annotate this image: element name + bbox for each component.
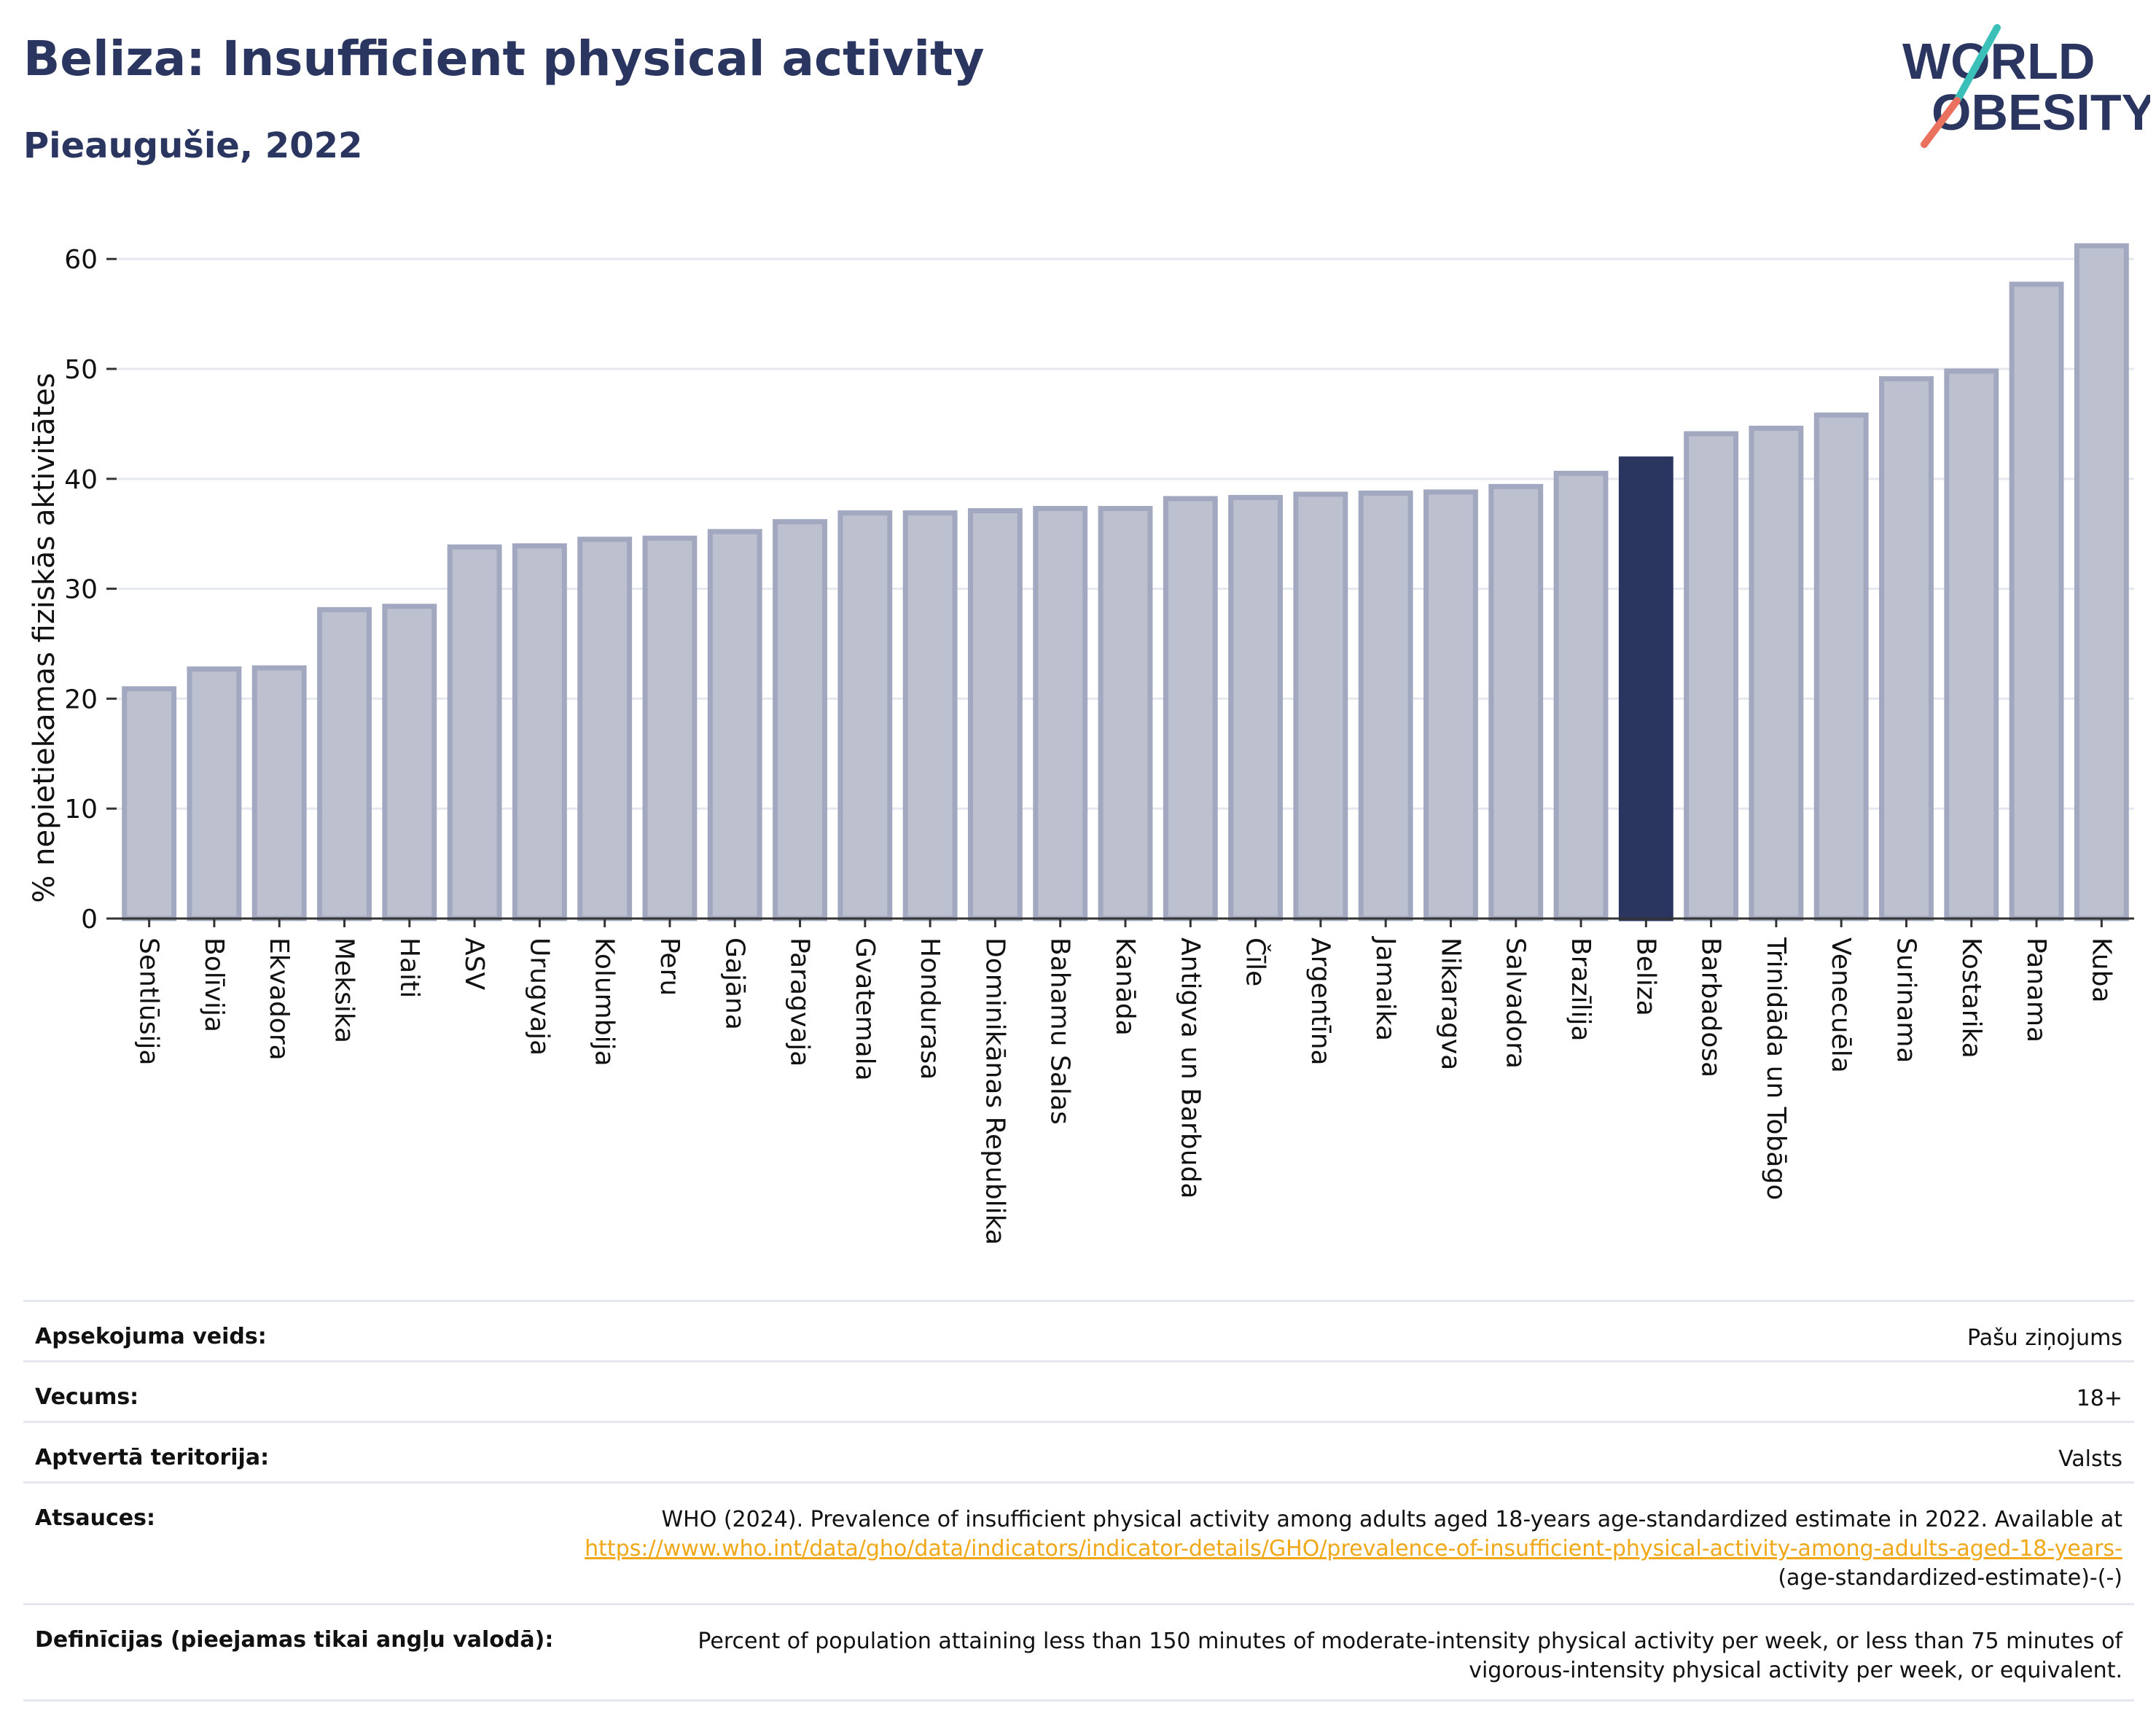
- x-tick-label: Gvatemala: [850, 937, 880, 1081]
- bar: [1488, 483, 1544, 921]
- logo-text-world: WORLD: [1902, 33, 2095, 90]
- meta-label: Aptvertā teritorija:: [35, 1445, 270, 1470]
- bar: [902, 510, 958, 921]
- x-tick-label: Kuba: [2086, 937, 2116, 1003]
- meta-row-coverage: Aptvertā teritorija: Valsts: [23, 1421, 2134, 1481]
- chart-title: Beliza: Insufficient physical activity: [23, 31, 985, 87]
- y-axis-label: % nepietiekamas fiziskās aktivitātes: [28, 373, 61, 902]
- x-tick-label: Sentlūsija: [134, 937, 164, 1066]
- x-tick-label: Nikaragva: [1435, 937, 1465, 1070]
- x-tick-label: Kostarika: [1956, 937, 1986, 1058]
- meta-value: Valsts: [2058, 1446, 2122, 1472]
- logo-slash-teal: [1953, 24, 2001, 104]
- bar: [1684, 431, 1739, 921]
- x-tick-label: Hondurasa: [915, 937, 945, 1080]
- x-tick-label: Bolīvija: [199, 937, 229, 1032]
- bar: [1553, 470, 1609, 921]
- y-tick-label: 20: [64, 685, 98, 714]
- bar: [577, 537, 633, 921]
- bar: [1423, 489, 1478, 921]
- x-tick-label: Paragvaja: [785, 937, 815, 1067]
- meta-value: Pašu ziņojums: [1967, 1325, 2122, 1351]
- bar: [187, 666, 242, 921]
- logo-text-obesity: OBESITY: [1932, 84, 2150, 141]
- y-tick-label: 30: [64, 575, 98, 605]
- x-tick-label: Peru: [655, 937, 684, 996]
- meta-value: 18+: [2076, 1386, 2122, 1411]
- metadata-table: Apsekojuma veids: Pašu ziņojums Vecums: …: [23, 1300, 2134, 1701]
- y-tick-label: 10: [64, 795, 98, 824]
- x-tick-label: Urugvaja: [524, 937, 554, 1056]
- reference-suffix: (age-standardized-estimate)-(-): [1778, 1565, 2122, 1591]
- y-tick-label: 50: [64, 355, 98, 385]
- bar: [967, 508, 1023, 921]
- bar: [447, 544, 502, 921]
- x-tick-label: Brazīlija: [1566, 937, 1595, 1042]
- bar: [1749, 425, 1804, 921]
- bar: [1879, 376, 1934, 921]
- x-tick-label: Argentīna: [1305, 937, 1335, 1066]
- bar: [2009, 281, 2064, 921]
- bar: [317, 607, 372, 921]
- x-tick-label: Barbadosa: [1696, 937, 1726, 1077]
- meta-label: Atsauces:: [35, 1505, 155, 1531]
- x-tick-label: Surinama: [1891, 937, 1921, 1063]
- bar: [1163, 496, 1218, 921]
- x-tick-label: Gajāna: [719, 937, 749, 1030]
- meta-label: Apsekojuma veids:: [35, 1324, 267, 1349]
- bar-highlighted: [1618, 456, 1673, 921]
- x-tick-label: Meksika: [329, 937, 359, 1043]
- y-tick-label: 40: [64, 465, 98, 495]
- meta-row-age: Vecums: 18+: [23, 1360, 2134, 1421]
- bar: [1098, 506, 1153, 921]
- bar: [1813, 412, 1869, 921]
- x-tick-label: Kanāda: [1110, 937, 1140, 1036]
- x-tick-label: Jamaika: [1370, 936, 1400, 1041]
- y-tick-label: 0: [81, 905, 98, 935]
- meta-value: WHO (2024). Prevalence of insufficient p…: [555, 1505, 2122, 1593]
- bar: [1033, 506, 1088, 921]
- reference-link[interactable]: https://www.who.int/data/gho/data/indica…: [585, 1536, 2122, 1562]
- bar-chart: 0 10 20 30 40 50 60 % nepietiekamas fiziskās ak…: [28, 243, 2134, 1245]
- x-tick-label: Antigva un Barbuda: [1175, 937, 1205, 1198]
- x-tick-label: Bahamu Salas: [1045, 937, 1075, 1125]
- x-tick-label: Panama: [2021, 937, 2051, 1042]
- bar: [1293, 491, 1348, 921]
- chart-subtitle: Pieaugušie, 2022: [23, 125, 363, 166]
- bar: [642, 535, 698, 921]
- x-tick-label: Beliza: [1630, 937, 1660, 1016]
- world-obesity-logo: WORLD OBESITY: [1902, 24, 2150, 148]
- bar: [382, 604, 437, 921]
- y-tick-label: 60: [64, 245, 98, 275]
- logo-slash-coral: [1921, 97, 1961, 148]
- reference-text: WHO (2024). Prevalence of insufficient p…: [661, 1507, 2122, 1532]
- x-tick-label: Salvadora: [1501, 937, 1531, 1069]
- bar: [707, 529, 762, 921]
- bar: [1228, 494, 1284, 921]
- meta-label: Definīcijas (pieejamas tikai angļu valod…: [35, 1627, 554, 1653]
- x-tick-label: Ekvadora: [264, 937, 294, 1061]
- x-tick-label: Venecuēla: [1826, 937, 1856, 1073]
- bar: [251, 665, 307, 921]
- x-tick-label: ASV: [459, 937, 489, 990]
- x-tick-label: Kolumbija: [590, 937, 620, 1067]
- bar: [773, 519, 827, 921]
- meta-label: Vecums:: [35, 1384, 139, 1410]
- x-tick-label: Trinidāda un Tobāgo: [1761, 937, 1791, 1200]
- x-tick-label: Čīle: [1241, 937, 1271, 986]
- bar: [512, 543, 567, 921]
- bar: [837, 510, 893, 921]
- meta-row-survey-type: Apsekojuma veids: Pašu ziņojums: [23, 1300, 2134, 1360]
- meta-value: Percent of population attaining less tha…: [698, 1629, 2122, 1683]
- bar: [2074, 243, 2129, 921]
- bar: [1358, 490, 1413, 921]
- bar: [122, 686, 177, 921]
- meta-row-references: Atsauces: WHO (2024). Prevalence of insu…: [23, 1481, 2134, 1603]
- meta-row-definitions: Definīcijas (pieejamas tikai angļu valod…: [23, 1603, 2134, 1701]
- x-tick-label: Dominikānas Republika: [980, 937, 1009, 1245]
- bar: [1944, 368, 1999, 921]
- x-tick-label: Haiti: [394, 937, 424, 998]
